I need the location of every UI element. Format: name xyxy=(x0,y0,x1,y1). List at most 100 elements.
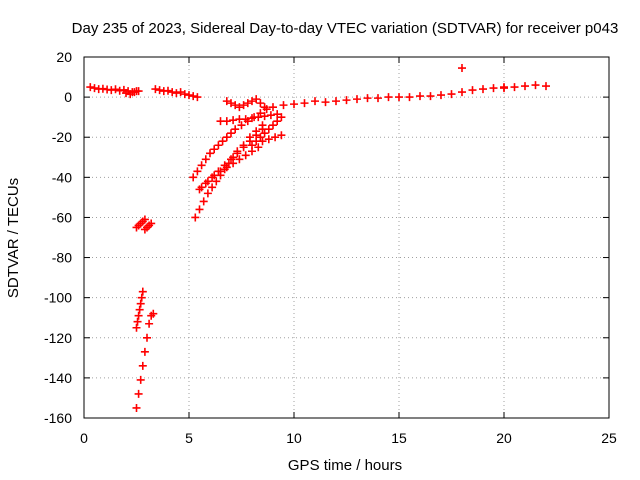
data-point xyxy=(229,116,238,125)
data-point xyxy=(416,92,424,101)
y-tick-label: -120 xyxy=(44,330,72,346)
y-tick-label: -80 xyxy=(52,250,72,266)
data-point xyxy=(208,183,217,192)
data-point xyxy=(227,99,235,108)
data-point xyxy=(256,133,265,142)
series-arc-3 xyxy=(151,85,202,102)
data-point xyxy=(252,95,261,104)
data-point xyxy=(510,83,519,92)
data-point xyxy=(199,197,208,206)
data-point xyxy=(243,99,252,108)
series-arc-4 xyxy=(189,103,277,182)
data-point xyxy=(222,117,231,126)
data-point xyxy=(363,94,372,103)
series-arc-18 xyxy=(132,287,147,332)
data-point xyxy=(384,93,393,102)
data-point xyxy=(233,149,242,158)
x-tick-label: 15 xyxy=(391,430,407,446)
data-point xyxy=(273,110,282,119)
data-point xyxy=(214,141,223,150)
plot-frame xyxy=(83,56,610,419)
x-axis-label: GPS time / hours xyxy=(288,457,402,474)
data-point xyxy=(222,97,231,106)
data-point xyxy=(149,309,158,318)
series-arc-15 xyxy=(458,64,466,73)
y-tick-labels: 20 0 -20 -40 -60 -80 -100 -120 -140 -160 xyxy=(44,49,72,426)
data-point xyxy=(269,103,277,112)
data-point xyxy=(122,89,130,98)
data-point xyxy=(138,361,147,370)
data-point xyxy=(479,85,487,94)
data-point xyxy=(260,103,269,112)
data-point xyxy=(321,98,330,107)
data-points xyxy=(86,64,550,412)
data-point xyxy=(155,86,164,95)
data-point xyxy=(222,133,231,142)
data-point xyxy=(130,88,139,97)
data-point xyxy=(193,93,202,102)
data-point xyxy=(206,149,214,158)
data-point xyxy=(189,92,198,101)
data-point xyxy=(203,189,212,198)
data-point xyxy=(521,82,529,91)
data-point xyxy=(208,173,217,182)
data-point xyxy=(248,97,256,106)
data-point xyxy=(254,143,263,152)
series-arc-16 xyxy=(132,215,149,232)
data-point xyxy=(353,95,361,104)
data-point xyxy=(133,317,142,326)
series-arc-13 xyxy=(395,83,508,102)
data-point xyxy=(218,137,227,146)
y-tick-label: -40 xyxy=(52,169,72,185)
data-point xyxy=(138,287,147,296)
y-tick-label: -100 xyxy=(44,290,72,306)
data-point xyxy=(212,177,221,186)
chart-title: Day 235 of 2023, Sidereal Day-to-day VTE… xyxy=(72,20,619,37)
tick-marks xyxy=(83,56,610,419)
data-point xyxy=(248,141,256,150)
data-point xyxy=(256,109,265,118)
data-point xyxy=(290,100,298,109)
data-point xyxy=(136,299,145,308)
data-point xyxy=(111,85,120,94)
data-point xyxy=(193,167,202,176)
data-point xyxy=(191,213,200,222)
data-point xyxy=(458,88,466,97)
data-point xyxy=(311,97,319,106)
data-point xyxy=(260,129,269,138)
data-point xyxy=(136,375,145,384)
data-point xyxy=(135,305,144,314)
data-point xyxy=(214,167,223,176)
data-point xyxy=(201,155,210,164)
series-arc-6 xyxy=(197,143,263,192)
data-point xyxy=(239,101,248,110)
data-point xyxy=(140,347,149,356)
data-point xyxy=(195,205,204,214)
data-point xyxy=(107,86,116,95)
data-point xyxy=(374,94,382,103)
series-arc-8 xyxy=(216,110,282,126)
data-point xyxy=(197,161,206,170)
y-tick-label: 0 xyxy=(64,89,72,105)
data-point xyxy=(468,86,477,95)
data-point xyxy=(500,84,508,93)
x-tick-labels: 0 5 10 15 20 25 xyxy=(80,430,617,446)
y-axis-label: SDTVAR / TECUs xyxy=(5,178,22,298)
data-point xyxy=(126,90,135,99)
series-arc-19 xyxy=(132,309,158,412)
data-point xyxy=(248,114,256,123)
data-point xyxy=(231,125,240,134)
x-tick-label: 0 xyxy=(80,430,88,446)
data-point xyxy=(279,101,288,110)
data-point xyxy=(151,85,160,94)
series-arc-2 xyxy=(122,87,143,99)
data-point xyxy=(195,185,204,194)
data-point xyxy=(241,151,250,160)
data-point xyxy=(241,115,250,124)
data-point xyxy=(185,91,193,100)
data-point xyxy=(98,84,107,93)
data-point xyxy=(227,155,235,164)
data-point xyxy=(437,91,445,100)
data-point xyxy=(256,99,265,108)
